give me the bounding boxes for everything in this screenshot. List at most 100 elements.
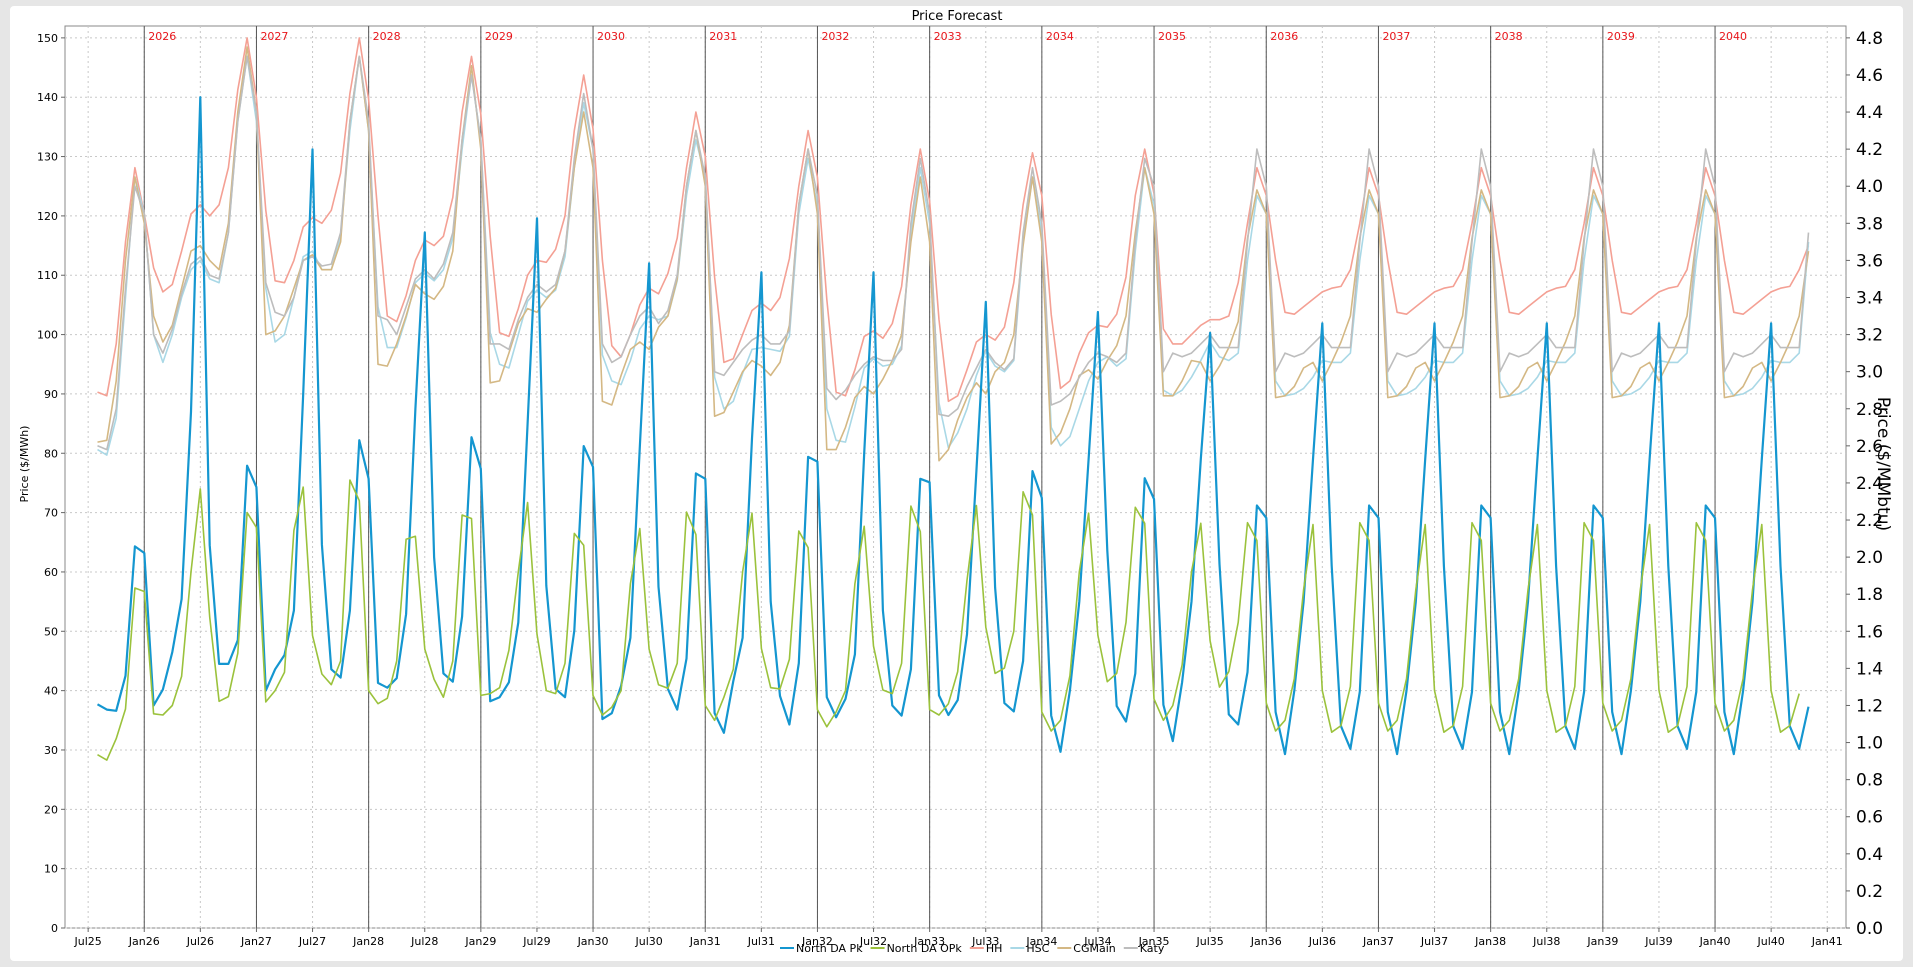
x-tick-label: Jul26 <box>186 935 214 948</box>
series-lines <box>96 37 1810 761</box>
x-tick-label: Jul31 <box>747 935 775 948</box>
year-marker-label: 2026 <box>148 30 176 43</box>
legend-label: HSC <box>1026 942 1049 955</box>
x-tick-label: Jul25 <box>74 935 102 948</box>
x-tick-label: Jan37 <box>1362 935 1394 948</box>
plot-area-border <box>64 25 1847 929</box>
year-marker-label: 2030 <box>597 30 625 43</box>
left-tick-label: 30 <box>44 744 58 757</box>
left-tick-label: 130 <box>37 151 58 164</box>
x-tick-label: Jul35 <box>1196 935 1224 948</box>
legend-label: CGMain <box>1073 942 1115 955</box>
year-marker-label: 2027 <box>260 30 288 43</box>
left-tick-label: 120 <box>37 210 58 223</box>
right-axis-ticks: 0.0 0.2 0.4 0.6 0.8 1.0 1.2 1.4 1.6 1.8 2.0 2.2 2.4 2… <box>1846 29 1883 939</box>
price-forecast-chart: Price Forecast 2026 2027 2028 2029 2030 2031 2… <box>18 9 1893 955</box>
right-tick-label: 3.2 <box>1856 326 1883 346</box>
right-tick-label: 2.6 <box>1856 437 1883 457</box>
right-axis-label: Price ($/MMbtu) <box>1873 397 1893 531</box>
year-marker-label: 2031 <box>709 30 737 43</box>
right-tick-label: 4.4 <box>1856 103 1883 123</box>
x-tick-label: Jul27 <box>298 935 326 948</box>
right-tick-label: 1.4 <box>1856 659 1883 679</box>
x-tick-label: Jul39 <box>1644 935 1672 948</box>
left-tick-label: 110 <box>37 269 58 282</box>
series-line-hsc <box>97 55 1810 456</box>
left-axis-ticks: 0 10 20 30 40 50 60 70 80 90 100 110 120 130 140 150 <box>37 32 65 935</box>
x-tick-label: Jul37 <box>1420 935 1448 948</box>
year-marker-label: 2032 <box>821 30 849 43</box>
year-marker-label: 2036 <box>1270 30 1298 43</box>
year-marker-label: 2028 <box>373 30 401 43</box>
x-tick-label: Jan36 <box>1250 935 1282 948</box>
year-marker-label: 2029 <box>485 30 513 43</box>
x-tick-label: Jul29 <box>522 935 550 948</box>
x-tick-label: Jan28 <box>352 935 384 948</box>
x-tick-label: Jul40 <box>1757 935 1785 948</box>
year-marker-label: 2033 <box>934 30 962 43</box>
right-tick-label: 3.4 <box>1856 288 1883 308</box>
left-tick-label: 60 <box>44 566 58 579</box>
right-tick-label: 3.8 <box>1856 214 1883 234</box>
right-tick-label: 0.0 <box>1856 919 1883 939</box>
x-tick-label: Jul32 <box>859 935 887 948</box>
x-tick-label: Jan41 <box>1811 935 1843 948</box>
left-tick-label: 140 <box>37 91 58 104</box>
x-axis-ticks: Jul25 Jan26 Jul26 Jan27 Jul27 Jan28 Jul28 Jan29… <box>74 928 1843 948</box>
chart-title: Price Forecast <box>912 9 1003 24</box>
left-tick-label: 80 <box>44 447 58 460</box>
right-tick-label: 1.2 <box>1856 696 1883 716</box>
year-marker-label: 2037 <box>1382 30 1410 43</box>
left-tick-label: 90 <box>44 388 58 401</box>
series-line-hh <box>97 37 1810 403</box>
x-tick-label: Jan33 <box>913 935 945 948</box>
legend-label: North DA OPk <box>887 942 963 955</box>
x-tick-label: Jan29 <box>464 935 496 948</box>
right-tick-label: 1.0 <box>1856 734 1883 754</box>
series-line-north-da-opk <box>97 479 1800 761</box>
legend-label: Katy <box>1140 942 1165 955</box>
right-tick-label: 1.8 <box>1856 585 1883 605</box>
x-tick-label: Jul33 <box>971 935 999 948</box>
year-marker-label: 2040 <box>1719 30 1747 43</box>
series-line-cgmain <box>97 46 1810 462</box>
x-tick-label: Jan38 <box>1474 935 1506 948</box>
x-tick-label: Jan26 <box>128 935 160 948</box>
x-tick-label: Jan31 <box>689 935 721 948</box>
x-tick-label: Jul36 <box>1308 935 1336 948</box>
x-tick-label: Jan35 <box>1138 935 1170 948</box>
left-axis-label: Price ($/MWh) <box>18 426 31 503</box>
left-tick-label: 20 <box>44 803 58 816</box>
x-tick-label: Jan30 <box>577 935 609 948</box>
x-tick-label: Jul28 <box>410 935 438 948</box>
left-tick-label: 50 <box>44 625 58 638</box>
right-tick-label: 3.0 <box>1856 363 1883 383</box>
gridlines <box>65 26 1846 929</box>
x-tick-label: Jul34 <box>1083 935 1111 948</box>
series-line-north-da-pk <box>96 96 1810 756</box>
x-tick-label: Jan32 <box>801 935 833 948</box>
right-tick-label: 2.2 <box>1856 511 1883 531</box>
left-tick-label: 70 <box>44 507 58 520</box>
series-line-katy <box>97 55 1810 451</box>
right-tick-label: 0.4 <box>1856 845 1883 865</box>
left-tick-label: 40 <box>44 685 58 698</box>
chart-panel: Price Forecast 2026 2027 2028 2029 2030 2031 2… <box>10 6 1903 961</box>
x-tick-label: Jul38 <box>1532 935 1560 948</box>
x-tick-label: Jan27 <box>240 935 272 948</box>
right-tick-label: 2.8 <box>1856 400 1883 420</box>
right-tick-label: 0.8 <box>1856 771 1883 791</box>
right-tick-label: 4.0 <box>1856 177 1883 197</box>
left-tick-label: 10 <box>44 863 58 876</box>
legend: North DA Pk North DA OPk HH HSC CGMain Katy <box>780 942 1165 955</box>
year-marker-label: 2039 <box>1607 30 1635 43</box>
right-tick-label: 4.8 <box>1856 29 1883 49</box>
right-tick-label: 4.2 <box>1856 140 1883 160</box>
x-tick-label: Jan34 <box>1025 935 1057 948</box>
right-tick-label: 2.4 <box>1856 474 1883 494</box>
year-marker-lines: 2026 2027 2028 2029 2030 2031 2032 2033 2034 2035… <box>143 26 1747 928</box>
right-tick-label: 3.6 <box>1856 251 1883 271</box>
left-tick-label: 0 <box>51 922 58 935</box>
left-tick-label: 150 <box>37 32 58 45</box>
right-tick-label: 1.6 <box>1856 622 1883 642</box>
